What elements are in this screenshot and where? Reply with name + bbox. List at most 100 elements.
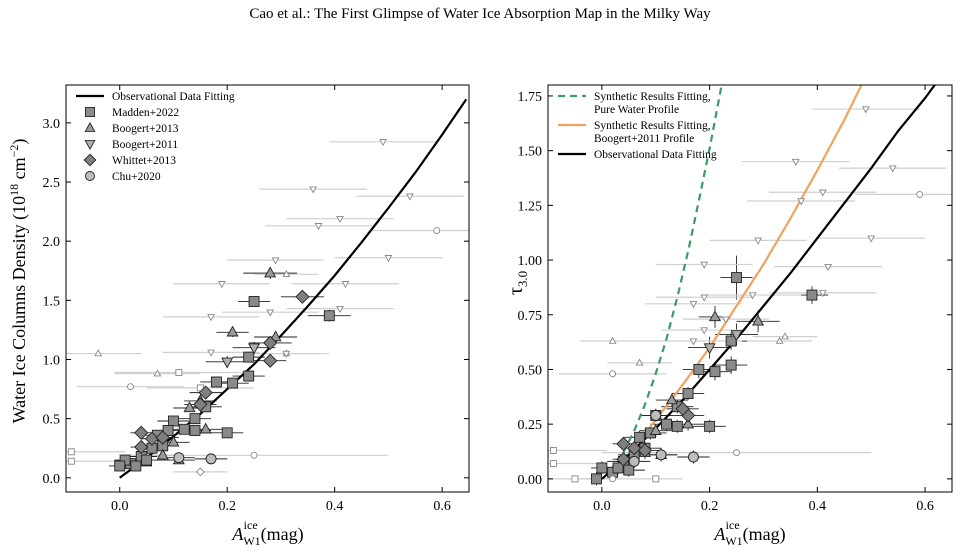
right-data-point xyxy=(689,301,698,309)
left-data-point xyxy=(144,431,160,446)
left-y-tick-label: 0.0 xyxy=(43,472,61,487)
right-data-point xyxy=(616,436,631,452)
right-data-point xyxy=(623,464,635,476)
right-data-point xyxy=(700,327,709,335)
left-data-point xyxy=(227,377,239,389)
right-data-point xyxy=(649,424,662,435)
left-data-point xyxy=(433,227,441,234)
right-data-point xyxy=(818,189,827,197)
left-data-point xyxy=(379,139,387,147)
left-plot-area xyxy=(66,98,469,479)
left-legend-entry: Observational Data Fitting xyxy=(76,91,235,103)
right-data-point xyxy=(725,359,737,371)
right-data-point xyxy=(627,441,642,456)
left-axes-frame xyxy=(65,84,470,493)
left-data-point xyxy=(205,453,217,465)
left-data-point xyxy=(153,369,162,377)
right-data-point xyxy=(752,314,765,326)
right-data-point xyxy=(818,290,827,298)
left-legend-marker-swatch xyxy=(84,140,96,151)
right-y-tick-label: 0.75 xyxy=(518,309,543,324)
right-x-tick-label: 0.0 xyxy=(593,499,611,514)
right-fit-curve xyxy=(601,85,937,480)
left-x-tick-label: 0.0 xyxy=(111,499,129,514)
right-data-point xyxy=(655,449,667,461)
left-data-point xyxy=(130,460,142,472)
right-data-point xyxy=(731,272,742,284)
right-data-point xyxy=(867,235,876,243)
right-data-point xyxy=(916,190,924,198)
left-y-tick-label: 2.5 xyxy=(43,176,61,191)
right-y-tick-label: 1.00 xyxy=(518,254,543,269)
right-y-tick-label: 0.25 xyxy=(518,418,543,433)
left-legend-entry: Chu+2020 xyxy=(85,171,161,183)
right-y-tick-label: 1.50 xyxy=(518,145,543,160)
left-data-point xyxy=(269,330,282,342)
right-data-point xyxy=(791,158,800,166)
right-data-point xyxy=(652,475,660,483)
right-fit-curve xyxy=(622,85,723,454)
left-legend-label: Boogert+2013 xyxy=(112,123,179,135)
right-y-axis-label: τ3.0 xyxy=(505,271,530,295)
left-data-point xyxy=(141,454,153,466)
right-legend-entry: Synthetic Results Fitting,Pure Water Pro… xyxy=(558,91,711,116)
left-data-point xyxy=(134,439,149,455)
left-legend-marker-swatch xyxy=(85,107,95,117)
right-legend-label: Pure Water Profile xyxy=(594,104,679,116)
right-data-point xyxy=(888,165,897,173)
left-data-point xyxy=(263,335,278,351)
left-data-point xyxy=(175,369,183,376)
left-data-point xyxy=(250,451,258,459)
left-y-axis-label: Water Ice Columns Density (1018 cm−2) xyxy=(7,139,30,424)
left-fit-curve xyxy=(119,98,468,479)
right-data-point xyxy=(781,332,789,340)
left-data-point xyxy=(248,296,260,307)
right-data-point xyxy=(709,366,721,378)
left-data-point xyxy=(264,266,277,278)
right-data-point xyxy=(721,316,730,324)
right-data-point xyxy=(549,446,557,454)
right-data-point xyxy=(591,473,602,485)
left-legend-label: Whittet+2013 xyxy=(112,155,176,167)
right-data-point xyxy=(730,330,743,342)
right-data-point xyxy=(635,358,644,366)
left-y-tick-label: 0.5 xyxy=(43,413,61,428)
left-data-point xyxy=(134,425,149,440)
right-data-point xyxy=(806,289,818,301)
left-data-point xyxy=(183,401,196,413)
right-legend-entry: Observational Data Fitting xyxy=(558,149,717,161)
right-data-point xyxy=(665,393,678,405)
right-data-point xyxy=(693,364,705,375)
left-data-point xyxy=(67,457,75,465)
left-data-point xyxy=(178,423,190,435)
right-legend-label: Observational Data Fitting xyxy=(594,149,717,161)
left-data-point xyxy=(263,353,278,368)
page-header: Cao et al.: The First Glimpse of Water I… xyxy=(249,6,711,22)
right-data-point xyxy=(824,263,833,272)
left-data-point xyxy=(309,186,318,194)
right-y-tick-label: 1.75 xyxy=(518,90,543,105)
right-data-point xyxy=(682,417,695,429)
right-legend-label: Synthetic Results Fitting, xyxy=(594,91,711,103)
right-data-point xyxy=(671,420,683,432)
left-y-tick-label: 1.5 xyxy=(43,294,61,309)
left-legend-label: Boogert+2011 xyxy=(112,139,178,151)
right-data-point xyxy=(609,475,617,483)
left-legend-label: Chu+2020 xyxy=(112,171,161,183)
left-data-point xyxy=(198,385,213,400)
right-x-tick-label: 0.6 xyxy=(916,499,934,514)
left-legend-marker-swatch xyxy=(85,171,95,181)
left-data-point xyxy=(173,452,185,464)
left-legend-marker-swatch xyxy=(83,153,97,167)
right-x-tick-label: 0.2 xyxy=(701,499,719,514)
right-data-point xyxy=(700,294,709,302)
right-data-point xyxy=(748,292,757,300)
left-data-point xyxy=(248,343,261,355)
left-legend-marker-swatch xyxy=(84,121,96,132)
right-data-point xyxy=(634,431,646,443)
left-data-point xyxy=(336,215,344,224)
right-data-point xyxy=(608,336,617,344)
right-axes-frame xyxy=(547,84,953,493)
